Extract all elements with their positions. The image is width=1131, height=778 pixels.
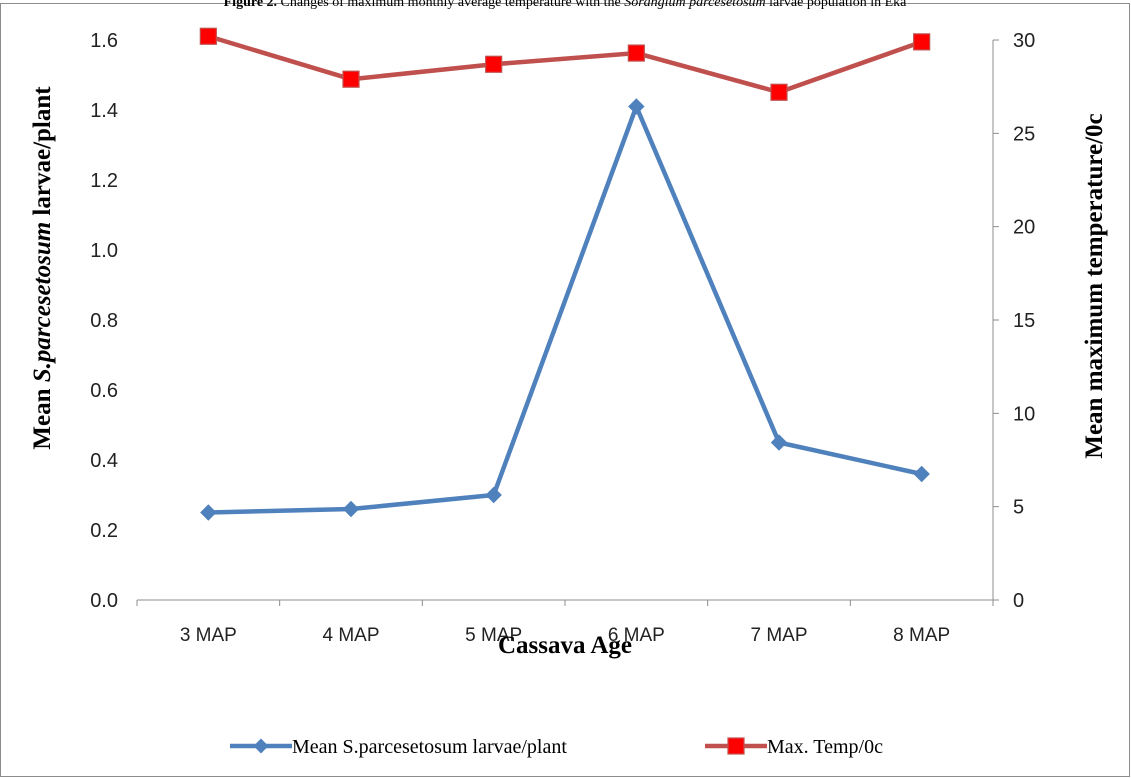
x-axis-title: Cassava Age bbox=[498, 632, 632, 659]
y2-tick-label: 5 bbox=[1013, 497, 1024, 519]
right-axis-title: Mean maximum temperature/0c bbox=[1081, 113, 1108, 458]
legend-marker bbox=[727, 737, 745, 755]
legend-label: Mean S.parcesetosum larvae/plant bbox=[292, 736, 567, 758]
y2-tick-label: 20 bbox=[1013, 217, 1035, 239]
left-axis-title: Mean S.parcesetosum larvae/plant bbox=[29, 86, 56, 450]
y-tick-label: 0.6 bbox=[90, 380, 118, 402]
y-tick-label: 1.0 bbox=[90, 240, 118, 262]
legend: Mean S.parcesetosum larvae/plant Max. Tem… bbox=[230, 736, 883, 758]
x-tick-label: 6 MAP bbox=[608, 625, 665, 646]
data-point-marker bbox=[342, 70, 360, 88]
data-point-marker bbox=[199, 27, 217, 45]
x-tick-label: 7 MAP bbox=[750, 625, 807, 646]
series-line-1 bbox=[208, 104, 923, 515]
data-point-marker bbox=[200, 504, 217, 521]
data-point-marker bbox=[342, 500, 360, 518]
right-axis-ticks: 0 5 10 15 20 25 30 bbox=[993, 30, 1035, 612]
left-axis-ticks: 0.0 0.2 0.4 0.6 0.8 1.0 1.2 1.4 1.6 bbox=[90, 30, 118, 612]
chart-border bbox=[0, 3, 1130, 777]
series-layer bbox=[199, 27, 931, 521]
y2-tick-label: 0 bbox=[1013, 590, 1024, 612]
data-point-marker bbox=[913, 465, 930, 483]
y-tick-label: 1.6 bbox=[90, 30, 118, 52]
data-point-marker bbox=[485, 486, 502, 504]
data-point-marker bbox=[627, 44, 645, 62]
legend-label: Max. Temp/0c bbox=[767, 736, 883, 758]
data-point-marker bbox=[485, 55, 503, 73]
x-tick-label: 8 MAP bbox=[893, 625, 950, 646]
y2-tick-label: 30 bbox=[1013, 30, 1035, 52]
series-line-2 bbox=[207, 34, 923, 95]
y-tick-label: 1.4 bbox=[90, 100, 118, 122]
y-tick-label: 0.0 bbox=[90, 590, 118, 612]
y2-tick-label: 10 bbox=[1013, 403, 1035, 425]
x-tick-label: 5 MAP bbox=[465, 625, 522, 646]
y2-tick-label: 25 bbox=[1013, 123, 1035, 145]
legend-marker bbox=[253, 738, 269, 754]
data-point-marker bbox=[913, 33, 931, 51]
y-tick-label: 1.2 bbox=[90, 170, 118, 192]
x-tick-label: 3 MAP bbox=[180, 625, 237, 646]
figure-caption: Figure 2. Changes of maximum monthly ave… bbox=[224, 0, 908, 10]
y2-tick-label: 15 bbox=[1013, 310, 1035, 332]
data-point-marker bbox=[770, 83, 788, 101]
y-tick-label: 0.8 bbox=[90, 310, 118, 332]
x-tick-label: 4 MAP bbox=[322, 625, 379, 646]
data-point-marker bbox=[628, 98, 645, 115]
data-point-marker bbox=[770, 434, 788, 451]
y-tick-label: 0.4 bbox=[90, 450, 118, 472]
y-tick-label: 0.2 bbox=[90, 520, 118, 542]
x-axis-ticks: 3 MAP 4 MAP 5 MAP 6 MAP 7 MAP 8 MAP bbox=[136, 600, 994, 646]
